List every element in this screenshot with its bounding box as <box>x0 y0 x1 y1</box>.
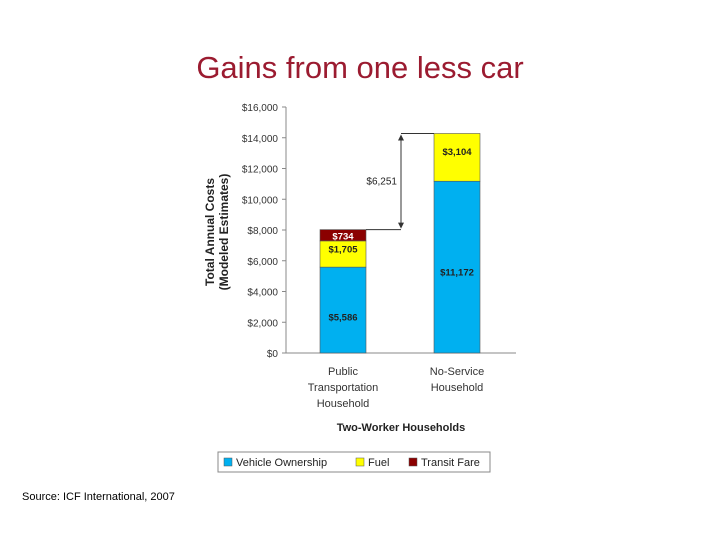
y-axis-title-group: Total Annual Costs (Modeled Estimates) <box>203 174 231 291</box>
legend-label: Transit Fare <box>421 457 480 469</box>
y-axis-title-line: (Modeled Estimates) <box>217 174 231 291</box>
bar-segment <box>433 180 481 354</box>
x-axis-title: Two-Worker Households <box>337 422 466 434</box>
legend-swatch <box>355 457 365 467</box>
y-tick-label: $6,000 <box>247 257 278 268</box>
y-tick-label: $14,000 <box>242 134 279 145</box>
y-axis-title-line: Total Annual Costs <box>203 178 217 286</box>
bar-segment <box>319 229 367 242</box>
bar-segment <box>319 266 367 354</box>
annotation-arrowhead <box>398 222 404 229</box>
source-note: Source: ICF International, 2007 <box>22 491 175 503</box>
bar-value-label: $734 <box>332 231 354 242</box>
legend-label: Vehicle Ownership <box>236 457 327 469</box>
y-tick-label: $8,000 <box>247 226 278 237</box>
bar-value-label: $3,104 <box>442 147 472 158</box>
category-label: Household <box>317 398 370 410</box>
category-labels: Public Transportation Household No-Service H… <box>308 366 484 410</box>
annotation-arrowhead <box>398 134 404 141</box>
legend: Vehicle Ownership Fuel Transit Fare <box>217 451 491 473</box>
stacked-bar-chart: $0 $2,000 $4,000 $6,000 $8,000 $10,000 $12,000… <box>156 95 536 480</box>
category-label: Transportation <box>308 382 379 394</box>
legend-swatch <box>408 457 418 467</box>
y-tick-label: $12,000 <box>242 165 279 176</box>
category-label: Public <box>328 366 358 378</box>
y-tick-label: $10,000 <box>242 195 279 206</box>
legend-swatch <box>223 457 233 467</box>
bar-segment <box>319 240 367 268</box>
bar-segment <box>433 133 481 182</box>
chart-svg: $0 $2,000 $4,000 $6,000 $8,000 $10,000 $12,000… <box>203 103 516 473</box>
y-tick-label: $16,000 <box>242 103 279 114</box>
y-axis-title: Total Annual Costs (Modeled Estimates) <box>203 174 231 291</box>
difference-label: $6,251 <box>366 177 397 188</box>
category-label: No-Service <box>430 366 484 378</box>
bar-value-label: $11,172 <box>440 268 474 279</box>
category-label: Household <box>431 382 484 394</box>
bar-value-label: $5,586 <box>328 312 357 323</box>
y-tick-label: $4,000 <box>247 288 278 299</box>
legend-label: Fuel <box>368 457 389 469</box>
difference-annotation: $6,251 <box>366 133 434 231</box>
y-tick-label: $2,000 <box>247 318 278 329</box>
legend-box <box>217 451 491 473</box>
y-axis-ticks: $0 $2,000 $4,000 $6,000 $8,000 $10,000 $12,000… <box>242 103 286 360</box>
y-tick-label: $0 <box>267 349 279 360</box>
slide-title: Gains from one less car <box>196 50 524 85</box>
bar-value-label: $1,705 <box>328 245 358 256</box>
bars: $5,586 $1,705 $734 $11,172 $3,104 <box>319 133 481 354</box>
